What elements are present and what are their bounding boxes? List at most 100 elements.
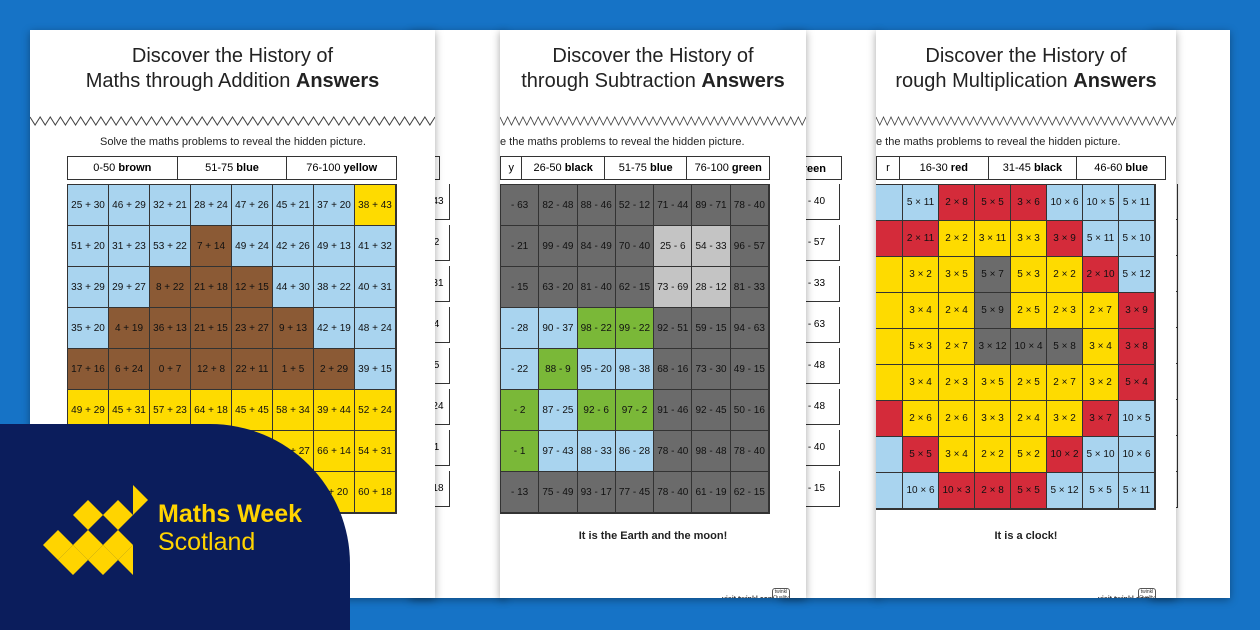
grid-cell: 3 × 4 [1083,329,1119,365]
grid-cell: 10 × 5 [1083,185,1119,221]
grid-cell: 86 - 28 [615,431,655,472]
key-entry: 31-45 black [989,157,1078,179]
grid-cell: 3 × 3 [975,401,1011,437]
grid-cell: 98 - 38 [615,349,655,390]
grid-cell: 10 × 3 [939,473,975,509]
grid-cell: 29 + 27 [109,267,150,308]
grid-cell: 93 - 17 [577,472,616,513]
stub-cell: 82 - 48 [780,348,840,384]
grid-cell: 2 + 29 [314,349,355,390]
grid-cell: 45 + 21 [273,185,314,226]
grid-cell: 3 × 5 [939,257,975,293]
stub-cell: 81 - 33 [780,266,840,302]
grid-cell: 0 + 7 [150,349,191,390]
grid-cell: 35 + 20 [68,308,109,349]
grid-cell: 78 - 40 [654,431,693,472]
grid-cell: 38 + 22 [314,267,355,308]
grid-cell: 78 - 40 [654,472,693,513]
grid-cell: 96 - 57 [730,226,769,267]
grid-cell: 3 × 9 [1047,221,1083,257]
grid-cell: 88 - 9 [539,349,578,390]
grid-cell: 5 × 12 [1119,257,1155,293]
title-answers: Answers [295,70,380,92]
grid-cell [876,293,903,329]
brand-panel [0,424,350,630]
grid-cell: - 21 [501,226,540,267]
title-answers: Answers [1073,70,1157,92]
grid-cell: 3 × 2 [1047,401,1083,437]
grid-cell: - 1 [501,431,540,472]
footer-site: visit twinkl.com [722,596,774,598]
grid-cell [876,365,903,401]
grid-cell: 97 - 2 [615,390,655,431]
worksheet-subtraction: Discover the History of through Subtract… [500,30,806,598]
color-key: 0-50 brown 51-75 blue 76-100 yellow [67,156,397,180]
grid-cell: 28 + 24 [191,185,232,226]
grid-cell: 2 × 2 [975,437,1011,473]
grid-cell: 45 + 45 [232,390,273,431]
grid-cell: 5 × 3 [903,329,939,365]
grid-cell: 70 - 40 [615,226,655,267]
key-entry: 26-50 black [522,157,605,179]
grid-cell: 3 × 6 [1011,185,1047,221]
grid-cell: 39 + 15 [355,349,396,390]
maths-week-logo-icon [43,485,148,575]
grid-cell: 39 + 44 [314,390,355,431]
grid-cell: 2 × 8 [975,473,1011,509]
grid-cell: 2 × 2 [1047,257,1083,293]
grid-cell: 92 - 51 [654,308,693,349]
key-entry: 76-100 yellow [306,162,378,174]
stub-cell: 82 - 48 [780,389,840,425]
grid-cell: - 13 [501,472,540,513]
grid-cell: 51 + 20 [68,226,109,267]
title-line-2: through Subtraction [521,70,696,92]
grid-cell: - 28 [501,308,540,349]
grid-cell: 5 × 5 [1083,473,1119,509]
zigzag-divider [500,116,806,126]
grid-cell: 5 × 9 [975,293,1011,329]
grid-cell: 5 × 3 [1011,257,1047,293]
grid-cell: 81 - 33 [730,267,769,308]
grid-cell: 62 - 15 [615,267,655,308]
stub-cell: 96 - 57 [780,225,840,261]
grid-cell: 1 + 5 [273,349,314,390]
stub-cell: 94 - 63 [780,307,840,343]
grid-cell: 2 × 11 [903,221,939,257]
grid-cell: 5 × 10 [1119,221,1155,257]
grid-cell [876,401,903,437]
grid-cell: 25 - 6 [654,226,693,267]
grid-cell: 97 - 43 [539,431,578,472]
grid-cell: 3 × 4 [903,365,939,401]
grid-cell: 41 + 32 [355,226,396,267]
grid-cell: 33 + 29 [68,267,109,308]
grid-cell: 73 - 30 [692,349,731,390]
grid-cell [876,221,903,257]
grid-cell: 78 - 40 [730,431,769,472]
grid-cell: 21 + 18 [191,267,232,308]
grid-cell: 75 - 49 [539,472,578,513]
zigzag-divider [876,116,1176,126]
instruction-text: e the maths problems to reveal the hidde… [876,136,1121,148]
grid-cell: 60 + 18 [355,472,396,513]
answer-caption: It is a clock! [994,530,1058,542]
stub-cell: 78 - 40 [780,184,840,220]
grid-cell: 5 × 11 [1083,221,1119,257]
grid-cell: 52 - 12 [615,185,655,226]
grid-cell: 54 - 33 [692,226,731,267]
grid-cell: 47 + 26 [232,185,273,226]
grid-cell: 91 - 46 [654,390,693,431]
grid-cell: 10 × 5 [1119,401,1155,437]
title-line-1: Discover the History of [925,45,1127,67]
grid-cell: 5 × 5 [903,437,939,473]
grid-cell: 49 + 13 [314,226,355,267]
grid-cell: 10 × 2 [1047,437,1083,473]
grid-cell: 5 × 4 [1119,365,1155,401]
grid-cell: 38 + 43 [355,185,396,226]
grid-cell: 63 - 20 [539,267,578,308]
grid-cell: 37 + 20 [314,185,355,226]
key-entry-partial: y [501,157,523,179]
color-key: y 26-50 black 51-75 blue 76-100 green [500,156,770,180]
grid-cell: 42 + 19 [314,308,355,349]
grid-cell [876,329,903,365]
stub-cell: 78 - 40 [780,430,840,466]
